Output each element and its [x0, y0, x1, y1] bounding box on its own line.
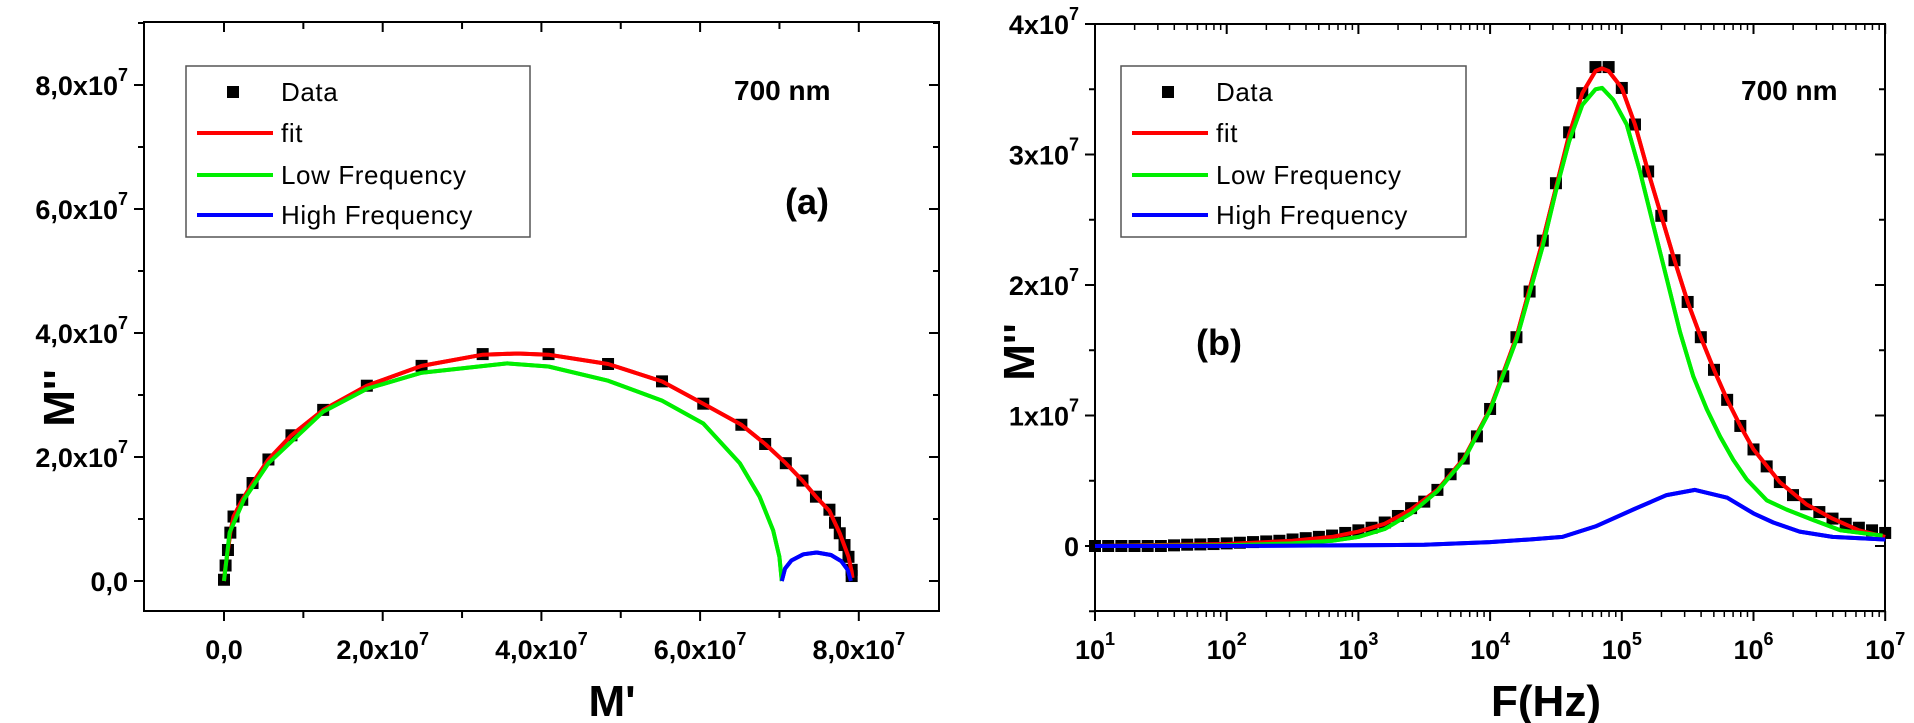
x-tick-exponent: 7: [895, 629, 905, 649]
x-tick-label: 4,0x107: [495, 629, 588, 665]
x-tick-exponent: 3: [1368, 629, 1378, 649]
x-tick-exponent: 7: [1895, 629, 1905, 649]
x-tick-label: 103: [1338, 629, 1378, 665]
legend-label: High Frequency: [1216, 200, 1408, 230]
y-tick-label: 1x107: [1009, 396, 1079, 432]
x-tick-label: 101: [1075, 629, 1115, 665]
x-tick-exponent: 2: [1237, 629, 1247, 649]
y-tick-exponent: 7: [1069, 396, 1079, 416]
x-tick-label: 105: [1602, 629, 1642, 665]
panel-b-label: (b): [1196, 322, 1242, 363]
series-line-overlay: [1094, 66, 1886, 548]
legend-box: [185, 65, 531, 238]
panel-a-annotation: 700 nm: [734, 75, 831, 106]
panel-b-legend: Data fit Low Frequency High Frequency: [1120, 65, 1467, 238]
legend-marker-data: [227, 86, 239, 98]
legend-label: Low Frequency: [281, 160, 467, 190]
x-tick-label: 0,0: [205, 635, 243, 665]
series-line-high-frequency: [779, 550, 853, 582]
y-tick-label: 2x107: [1009, 265, 1079, 301]
y-tick-exponent: 7: [1069, 135, 1079, 155]
panel-a-modulus-nyquist-plot: 0,0 2,0x107 4,0x107 6,0x107 8,0x107 0,0 2,0x10…: [35, 21, 940, 723]
x-tick-exponent: 1: [1105, 629, 1115, 649]
series-line-overlay: [1095, 487, 1886, 548]
y-tick-label: 8,0x107: [35, 65, 128, 101]
panel-b-plot-area: [1089, 61, 1892, 552]
legend-label: Low Frequency: [1216, 160, 1402, 190]
panel-b-y-axis-title: M'': [995, 323, 1044, 381]
x-tick-exponent: 7: [419, 629, 429, 649]
y-tick-label: 0: [1064, 532, 1079, 562]
y-tick-exponent: 7: [118, 313, 128, 333]
y-tick-exponent: 7: [118, 437, 128, 457]
y-tick-exponent: 7: [1069, 4, 1079, 24]
legend-label: Data: [281, 77, 338, 107]
legend-box: [1120, 65, 1467, 238]
panel-a-legend: Data fit Low Frequency High Frequency: [185, 65, 531, 238]
x-tick-label: 106: [1733, 629, 1773, 665]
panel-a-x-axis-title: M': [588, 677, 635, 723]
x-tick-label: 104: [1470, 629, 1510, 665]
panel-b-axes: 101 102 103 104 105 106 107 0 1x107 2x107 3x107 4x1…: [1009, 4, 1905, 665]
legend-label: fit: [281, 118, 303, 148]
panel-b-modulus-frequency-plot: 101 102 103 104 105 106 107 0 1x107 2x107 3x107 4x1…: [995, 4, 1905, 723]
x-tick-exponent: 7: [578, 629, 588, 649]
y-tick-label: 6,0x107: [35, 189, 128, 225]
series-line-overlay: [222, 361, 784, 582]
panel-b-x-axis-title: F(Hz): [1491, 677, 1601, 723]
panel-a-label: (a): [785, 181, 829, 222]
y-tick-label: 3x107: [1009, 135, 1079, 171]
x-tick-exponent: 4: [1500, 629, 1510, 649]
x-tick-exponent: 6: [1764, 629, 1774, 649]
legend-label: Data: [1216, 77, 1273, 107]
x-tick-label: 102: [1207, 629, 1247, 665]
x-tick-label: 2,0x107: [336, 629, 429, 665]
y-tick-label: 4x107: [1009, 4, 1079, 40]
series-line-fit: [222, 351, 855, 582]
series-line-overlay: [222, 351, 855, 582]
y-tick-label: 2,0x107: [35, 437, 128, 473]
panel-a-plot-area: [218, 348, 858, 586]
series-line-low-frequency: [222, 361, 784, 582]
y-tick-label: 4,0x107: [35, 313, 128, 349]
series-line-overlay: [1094, 85, 1883, 548]
legend-label: fit: [1216, 118, 1238, 148]
legend-label: High Frequency: [281, 200, 473, 230]
x-tick-label: 6,0x107: [654, 629, 747, 665]
x-tick-label: 8,0x107: [812, 629, 905, 665]
series-line-overlay: [779, 550, 853, 582]
panel-a-axes: 0,0 2,0x107 4,0x107 6,0x107 8,0x107 0,0 2,0x10…: [35, 21, 940, 665]
y-tick-exponent: 7: [118, 65, 128, 85]
legend-marker-data: [1162, 86, 1174, 98]
panel-a-y-axis-title: M'': [35, 369, 84, 427]
y-tick-exponent: 7: [118, 189, 128, 209]
y-tick-label: 0,0: [90, 567, 128, 597]
x-tick-exponent: 7: [736, 629, 746, 649]
x-tick-exponent: 5: [1632, 629, 1642, 649]
y-tick-exponent: 7: [1069, 265, 1079, 285]
panel-b-annotation: 700 nm: [1741, 75, 1838, 106]
x-tick-label: 107: [1865, 629, 1905, 665]
